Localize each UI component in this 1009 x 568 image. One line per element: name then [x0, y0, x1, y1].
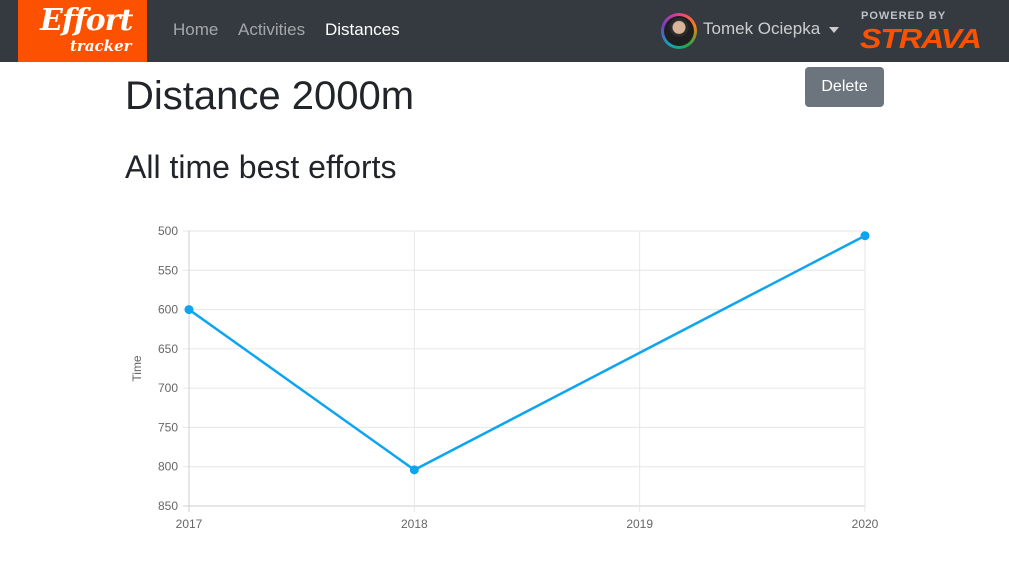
avatar[interactable]: [661, 13, 697, 49]
page-title: Distance 2000m: [125, 74, 415, 118]
y-tick-label: 650: [158, 342, 178, 356]
y-tick-label: 850: [158, 499, 178, 513]
y-axis-label: Time: [130, 355, 144, 382]
nav-activities-link[interactable]: Activities: [238, 20, 306, 39]
series-line: [188, 234, 866, 472]
x-tick-label: 2018: [401, 517, 428, 531]
x-tick-label: 2019: [626, 517, 653, 531]
data-point: [860, 231, 870, 241]
y-tick-label: 700: [158, 381, 178, 395]
y-tick-label: 500: [158, 224, 178, 238]
caret-down-icon[interactable]: [829, 27, 839, 33]
delete-button[interactable]: Delete: [805, 67, 884, 107]
nav-distances-link[interactable]: Distances: [325, 20, 400, 39]
x-tick-label: 2017: [176, 517, 203, 531]
logo-sub-text: tracker: [70, 37, 132, 55]
nav-home-link[interactable]: Home: [173, 20, 219, 39]
section-title: All time best efforts: [125, 149, 397, 185]
logo-main-text: Effort: [40, 3, 133, 38]
effort-tracker-logo[interactable]: Effort tracker: [18, 0, 147, 62]
avatar-photo: [664, 16, 694, 46]
navbar: Effort tracker Home Activities Distances…: [0, 0, 1009, 62]
y-tick-label: 800: [158, 460, 178, 474]
data-point: [184, 305, 194, 315]
y-tick-label: 750: [158, 420, 178, 434]
x-tick-label: 2020: [852, 517, 879, 531]
data-point: [409, 465, 419, 475]
y-tick-label: 600: [158, 303, 178, 317]
user-menu-toggle[interactable]: Tomek Ociepka: [703, 19, 821, 38]
y-tick-label: 550: [158, 263, 178, 277]
strava-logo: STRAVA: [860, 23, 982, 54]
powered-by-label: POWERED BY: [861, 10, 947, 22]
